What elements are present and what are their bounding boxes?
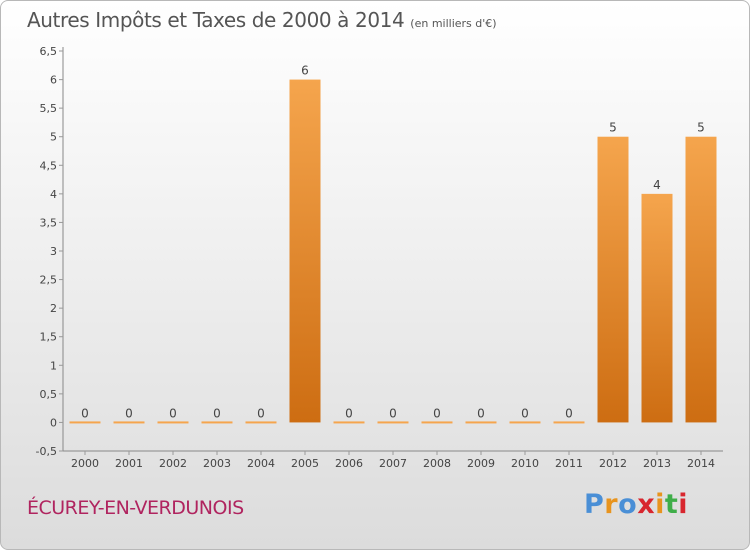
data-label: 0 xyxy=(345,406,353,420)
data-label: 0 xyxy=(433,406,441,420)
y-tick-label: -0,5 xyxy=(36,445,57,458)
data-label: 4 xyxy=(653,178,661,192)
y-tick-label: 4,5 xyxy=(40,159,58,172)
logo-letter: x xyxy=(637,489,656,520)
y-tick-label: 1,5 xyxy=(40,331,58,344)
bar xyxy=(597,136,629,423)
data-label: 0 xyxy=(125,406,133,420)
chart-subtitle: (en milliers d'€) xyxy=(410,17,497,30)
data-label: 0 xyxy=(169,406,177,420)
bar xyxy=(69,421,101,424)
data-label: 0 xyxy=(565,406,573,420)
x-tick-label: 2005 xyxy=(291,457,319,470)
logo-letter: i xyxy=(655,489,665,520)
y-tick-label: 5 xyxy=(50,131,57,144)
logo-letter: t xyxy=(664,489,679,520)
y-tick-label: 1 xyxy=(50,359,57,372)
bar xyxy=(157,421,189,424)
x-tick-label: 2004 xyxy=(247,457,275,470)
y-tick-label: 0 xyxy=(50,416,57,429)
chart-title: Autres Impôts et Taxes de 2000 à 2014 (en… xyxy=(27,8,497,32)
x-tick-label: 2007 xyxy=(379,457,407,470)
data-label: 0 xyxy=(521,406,529,420)
commune-name: ÉCUREY-EN-VERDUNOIS xyxy=(27,497,244,519)
data-label: 0 xyxy=(81,406,89,420)
data-label: 0 xyxy=(477,406,485,420)
x-tick-label: 2009 xyxy=(467,457,495,470)
bar xyxy=(333,421,365,424)
logo-letter: r xyxy=(604,489,619,520)
logo-letter: P xyxy=(584,489,605,520)
x-tick-label: 2008 xyxy=(423,457,451,470)
bar xyxy=(509,421,541,424)
y-tick-label: 2 xyxy=(50,302,57,315)
bar xyxy=(553,421,585,424)
y-tick-label: 5,5 xyxy=(40,102,58,115)
bar xyxy=(289,79,321,423)
data-label: 0 xyxy=(213,406,221,420)
bar xyxy=(113,421,145,424)
x-tick-label: 2010 xyxy=(511,457,539,470)
x-tick-label: 2003 xyxy=(203,457,231,470)
x-tick-label: 2001 xyxy=(115,457,143,470)
y-tick-label: 3,5 xyxy=(40,216,58,229)
bar xyxy=(641,193,673,423)
bar xyxy=(421,421,453,424)
logo-letter: i xyxy=(678,489,689,520)
x-tick-label: 2000 xyxy=(71,457,99,470)
data-label: 5 xyxy=(697,121,705,135)
x-tick-label: 2006 xyxy=(335,457,363,470)
x-tick-label: 2012 xyxy=(599,457,627,470)
data-label: 0 xyxy=(257,406,265,420)
bar xyxy=(245,421,277,424)
data-label: 5 xyxy=(609,121,617,135)
bar xyxy=(465,421,497,424)
y-tick-label: 6,5 xyxy=(40,45,58,58)
bar xyxy=(201,421,233,424)
y-tick-label: 0,5 xyxy=(40,388,58,401)
proxiti-logo: Proxiti xyxy=(584,489,688,520)
bar xyxy=(685,136,717,423)
y-tick-label: 4 xyxy=(50,188,57,201)
x-tick-label: 2013 xyxy=(643,457,671,470)
y-tick-label: 6 xyxy=(50,74,57,87)
y-tick-label: 3 xyxy=(50,245,57,258)
data-label: 6 xyxy=(301,64,309,78)
bar xyxy=(377,421,409,424)
y-tick-label: 2,5 xyxy=(40,274,58,287)
x-tick-label: 2011 xyxy=(555,457,583,470)
data-label: 0 xyxy=(389,406,397,420)
x-tick-label: 2014 xyxy=(687,457,715,470)
x-tick-label: 2002 xyxy=(159,457,187,470)
chart-title-text: Autres Impôts et Taxes de 2000 à 2014 xyxy=(27,8,405,32)
logo-letter: o xyxy=(618,489,638,520)
